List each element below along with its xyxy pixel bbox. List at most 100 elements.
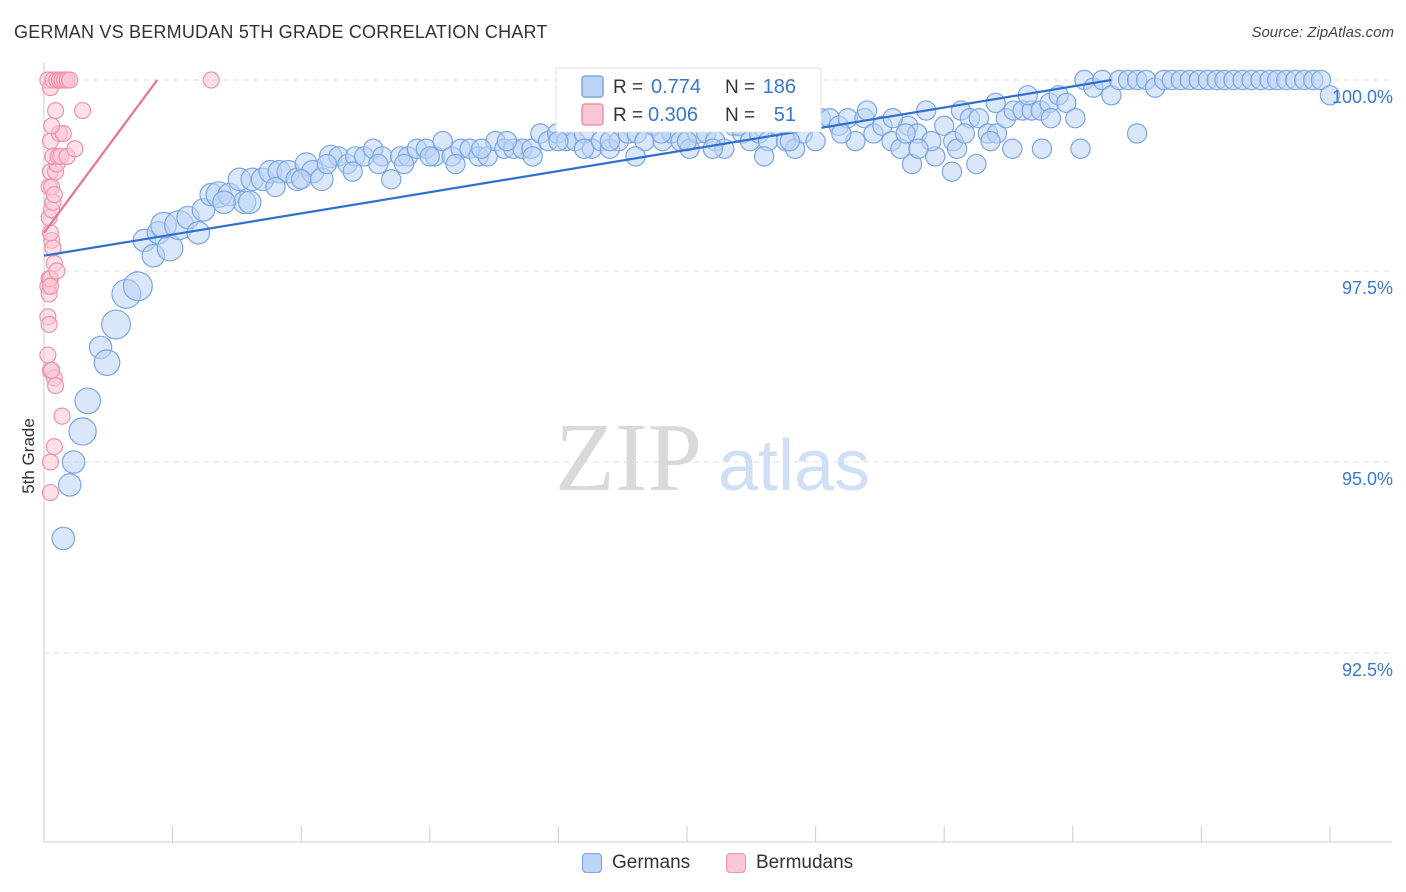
stats-r-value-germans: 0.774 bbox=[651, 76, 701, 98]
german-point bbox=[831, 123, 852, 144]
stats-swatch-germans bbox=[581, 75, 604, 98]
german-point bbox=[265, 176, 286, 198]
german-point bbox=[1319, 85, 1341, 106]
bermudan-point bbox=[73, 101, 92, 120]
german-point bbox=[101, 309, 132, 340]
german-point bbox=[471, 138, 492, 159]
german-point bbox=[522, 146, 543, 167]
stats-box: R = 0.774 N = 186 R = 0.306 N = 51 bbox=[555, 67, 822, 133]
trend-lines bbox=[43, 78, 1112, 257]
bermudan-point bbox=[41, 483, 60, 502]
german-point bbox=[68, 417, 97, 446]
german-point bbox=[573, 138, 595, 159]
source-label: Source: ZipAtlas.com bbox=[1251, 24, 1394, 41]
german-point bbox=[941, 161, 963, 182]
bermudan-point bbox=[202, 71, 220, 89]
german-point bbox=[74, 387, 102, 415]
bermudan-point bbox=[66, 140, 84, 158]
german-point bbox=[381, 169, 402, 190]
legend-swatch-germans bbox=[582, 853, 602, 873]
bermudan-point bbox=[45, 438, 63, 456]
german-point bbox=[702, 138, 723, 159]
y-tick-label: 100.0% bbox=[1332, 87, 1393, 107]
y-tick-label: 92.5% bbox=[1342, 660, 1393, 680]
german-point bbox=[908, 138, 929, 159]
german-point bbox=[186, 221, 211, 245]
german-point bbox=[432, 130, 453, 152]
german-point bbox=[496, 130, 518, 152]
german-point bbox=[968, 107, 990, 129]
bermudan-point bbox=[41, 453, 60, 471]
legend-item-bermudans[interactable]: Bermudans bbox=[726, 852, 853, 874]
chart-title: GERMAN VS BERMUDAN 5TH GRADE CORRELATION… bbox=[14, 22, 548, 42]
y-axis-label: 5th Grade bbox=[19, 418, 38, 494]
german-point bbox=[51, 526, 76, 551]
gridlines bbox=[44, 79, 1392, 654]
german-point bbox=[1070, 138, 1091, 159]
german-point bbox=[316, 153, 338, 175]
german-point bbox=[1031, 138, 1053, 159]
german-point bbox=[985, 92, 1006, 114]
german-point bbox=[934, 115, 955, 137]
stats-box-bg bbox=[555, 67, 822, 133]
german-point bbox=[856, 100, 878, 121]
y-tick-label: 95.0% bbox=[1342, 469, 1393, 489]
bermudans-trend-line bbox=[43, 79, 159, 234]
german-point bbox=[548, 130, 569, 152]
bermudan-point bbox=[45, 186, 63, 204]
bermudan-point bbox=[53, 407, 71, 425]
german-point bbox=[291, 169, 312, 190]
german-point bbox=[393, 153, 415, 175]
germans-trend-line bbox=[43, 78, 1112, 257]
german-point bbox=[954, 123, 975, 144]
legend-swatch-bermudans bbox=[726, 853, 746, 873]
german-point bbox=[966, 153, 987, 175]
bermudan-point bbox=[40, 315, 58, 334]
german-point bbox=[342, 161, 363, 182]
german-point bbox=[753, 146, 775, 167]
stats-n-value-germans: 186 bbox=[763, 76, 796, 98]
stats-r-value-bermudans: 0.306 bbox=[648, 104, 698, 126]
german-point bbox=[237, 190, 262, 215]
watermark: ZIP atlas bbox=[555, 404, 870, 512]
german-point bbox=[57, 473, 82, 497]
bermudan-point bbox=[43, 117, 61, 135]
axes bbox=[43, 62, 1392, 843]
german-point bbox=[599, 130, 621, 152]
stats-n-value-bermudans: 51 bbox=[774, 104, 796, 126]
german-point bbox=[1002, 138, 1023, 159]
german-point bbox=[980, 130, 1001, 152]
german-point bbox=[1126, 123, 1148, 144]
german-point bbox=[1056, 92, 1077, 114]
bermudan-point bbox=[41, 277, 60, 295]
stats-n-label-bermudans: N = bbox=[725, 105, 755, 126]
german-point bbox=[1065, 107, 1086, 129]
german-point bbox=[122, 271, 153, 302]
bermudan-point bbox=[43, 361, 61, 379]
german-point bbox=[212, 190, 236, 215]
german-point bbox=[93, 349, 121, 377]
bermudans-points bbox=[39, 71, 220, 502]
german-point bbox=[1310, 69, 1332, 91]
legend-item-germans[interactable]: Germans bbox=[582, 852, 690, 874]
stats-n-label-germans: N = bbox=[725, 77, 755, 98]
y-tick-labels: 100.0% 97.5% 95.0% 92.5% bbox=[1332, 87, 1393, 680]
legend: Germans Bermudans bbox=[0, 850, 1406, 880]
y-tick-label: 97.5% bbox=[1342, 278, 1393, 298]
german-point bbox=[368, 153, 389, 175]
german-point bbox=[895, 123, 916, 144]
stats-r-label-germans: R = bbox=[613, 77, 643, 98]
bermudan-point bbox=[46, 101, 65, 120]
bermudan-point bbox=[46, 377, 65, 395]
german-point bbox=[805, 130, 826, 152]
stats-swatch-bermudans bbox=[581, 103, 604, 126]
bermudan-point bbox=[61, 71, 79, 89]
bermudan-point bbox=[48, 262, 66, 280]
legend-label-bermudans: Bermudans bbox=[756, 852, 854, 873]
german-point bbox=[1040, 107, 1062, 129]
german-point bbox=[419, 146, 440, 167]
scatter-chart: ZIP atlas 100.0%97.5%95.0%92.5% 0.0%100.… bbox=[19, 62, 1393, 843]
german-point bbox=[445, 153, 466, 175]
bermudan-point bbox=[39, 346, 57, 364]
watermark-atlas: atlas bbox=[718, 426, 870, 506]
